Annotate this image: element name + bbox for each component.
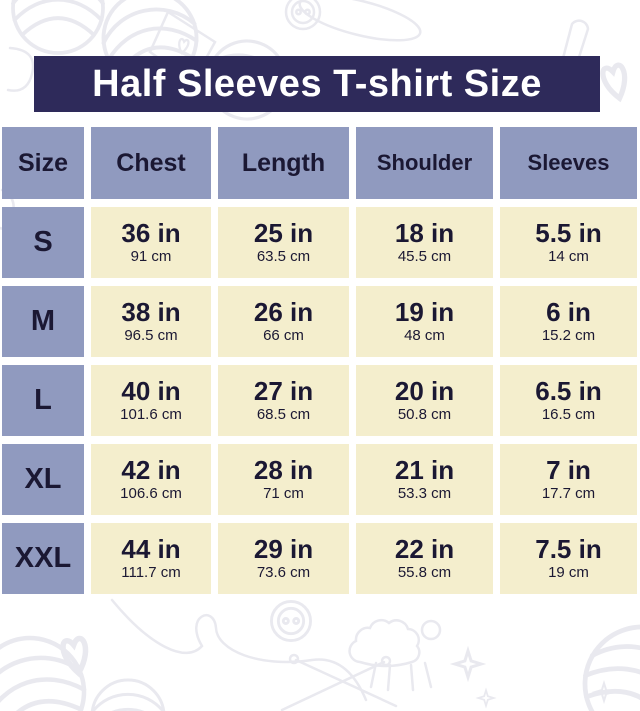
title-bar: Half Sleeves T-shirt Size (34, 56, 600, 112)
cell-m-chest: 38 in 96.5 cm (91, 286, 211, 357)
column-header-chest: Chest (91, 127, 211, 199)
value-cm: 111.7 cm (121, 564, 181, 582)
size-cell-m: M (2, 286, 84, 357)
cell-xl-length: 28 in 71 cm (218, 444, 349, 515)
page-title: Half Sleeves T-shirt Size (92, 63, 542, 105)
column-header-size: Size (2, 127, 84, 199)
value-inches: 40 in (121, 375, 181, 406)
value-inches: 44 in (121, 533, 181, 564)
cell-m-shoulder: 19 in 48 cm (356, 286, 493, 357)
value-cm: 17.7 cm (541, 485, 596, 503)
cell-l-shoulder: 20 in 50.8 cm (356, 365, 493, 436)
value-cm: 19 cm (548, 564, 589, 582)
value-inches: 7 in (546, 454, 591, 485)
cell-s-sleeves: 5.5 in 14 cm (500, 207, 637, 278)
cell-xl-sleeves: 7 in 17.7 cm (500, 444, 637, 515)
value-inches: 26 in (253, 296, 314, 327)
value-cm: 53.3 cm (397, 485, 452, 503)
value-cm: 71 cm (263, 485, 304, 503)
cell-xxl-sleeves: 7.5 in 19 cm (500, 523, 637, 594)
value-inches: 29 in (253, 533, 314, 564)
cell-s-chest: 36 in 91 cm (91, 207, 211, 278)
value-cm: 14 cm (548, 248, 589, 266)
value-inches: 38 in (121, 296, 181, 327)
value-cm: 68.5 cm (256, 406, 311, 424)
size-cell-xl: XL (2, 444, 84, 515)
cell-m-sleeves: 6 in 15.2 cm (500, 286, 637, 357)
value-inches: 27 in (253, 375, 314, 406)
value-inches: 18 in (394, 217, 455, 248)
cell-xxl-chest: 44 in 111.7 cm (91, 523, 211, 594)
cell-m-length: 26 in 66 cm (218, 286, 349, 357)
column-header-shoulder: Shoulder (356, 127, 493, 199)
value-cm: 91 cm (130, 248, 172, 266)
size-cell-s: S (2, 207, 84, 278)
value-cm: 16.5 cm (541, 406, 596, 424)
cell-l-sleeves: 6.5 in 16.5 cm (500, 365, 637, 436)
value-inches: 6 in (546, 296, 591, 327)
cell-s-shoulder: 18 in 45.5 cm (356, 207, 493, 278)
value-cm: 96.5 cm (124, 327, 178, 345)
column-header-length: Length (218, 127, 349, 199)
value-cm: 50.8 cm (397, 406, 452, 424)
cell-l-chest: 40 in 101.6 cm (91, 365, 211, 436)
cell-xxl-shoulder: 22 in 55.8 cm (356, 523, 493, 594)
value-inches: 36 in (121, 217, 181, 248)
cell-l-length: 27 in 68.5 cm (218, 365, 349, 436)
value-inches: 25 in (253, 217, 314, 248)
cell-s-length: 25 in 63.5 cm (218, 207, 349, 278)
value-inches: 22 in (394, 533, 455, 564)
value-inches: 42 in (121, 454, 181, 485)
cell-xl-chest: 42 in 106.6 cm (91, 444, 211, 515)
value-inches: 20 in (394, 375, 455, 406)
size-cell-xxl: XXL (2, 523, 84, 594)
cell-xxl-length: 29 in 73.6 cm (218, 523, 349, 594)
value-cm: 101.6 cm (120, 406, 182, 424)
size-table: Size Chest Length Shoulder Sleeves S 36 … (2, 127, 637, 594)
value-inches: 19 in (394, 296, 455, 327)
value-inches: 7.5 in (535, 533, 602, 564)
column-header-sleeves: Sleeves (500, 127, 637, 199)
value-cm: 66 cm (263, 327, 304, 345)
value-cm: 63.5 cm (256, 248, 311, 266)
cell-xl-shoulder: 21 in 53.3 cm (356, 444, 493, 515)
value-cm: 45.5 cm (397, 248, 452, 266)
value-inches: 28 in (253, 454, 314, 485)
value-inches: 6.5 in (535, 375, 602, 406)
value-cm: 55.8 cm (397, 564, 452, 582)
value-cm: 73.6 cm (256, 564, 311, 582)
value-cm: 106.6 cm (120, 485, 182, 503)
value-inches: 21 in (394, 454, 455, 485)
size-cell-l: L (2, 365, 84, 436)
value-inches: 5.5 in (535, 217, 602, 248)
value-cm: 15.2 cm (541, 327, 596, 345)
value-cm: 48 cm (404, 327, 445, 345)
